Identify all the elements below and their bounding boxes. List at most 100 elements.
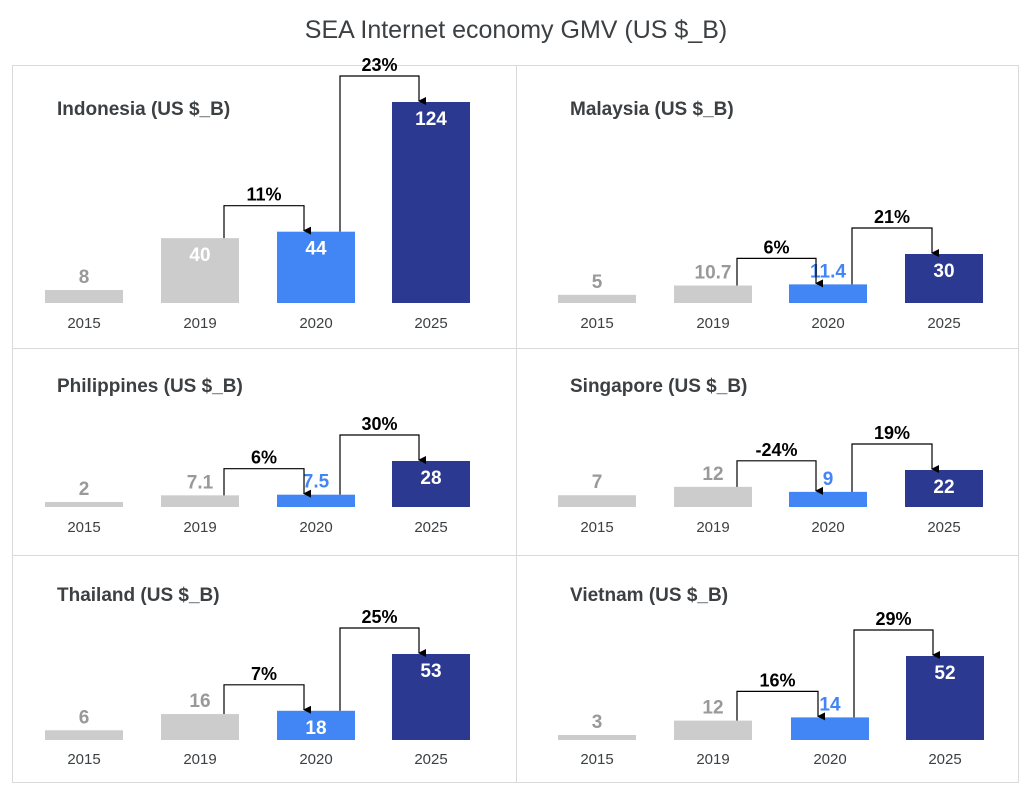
tick-label-2015: 2015 <box>67 519 100 536</box>
chart-panel-singapore: Singapore (US $_B) 7 2015 12 2019 9 2020 22 202… <box>515 348 1018 554</box>
tick-label-2025: 2025 <box>414 519 447 536</box>
bar-chart-indonesia: 8 2015 40 2019 44 2020 124 2025 11% 23% <box>45 55 470 332</box>
data-label-2019: 7.1 <box>187 472 214 493</box>
data-label-2015: 2 <box>79 479 90 500</box>
growth-connector-2 <box>851 227 939 285</box>
growth-label-2: 25% <box>361 607 397 627</box>
chart-title: Indonesia (US $_B) <box>57 99 231 120</box>
growth-connector-2 <box>339 627 426 711</box>
tick-label-2015: 2015 <box>67 315 100 332</box>
bar-2019 <box>161 495 239 507</box>
bar-chart-singapore: 7 2015 12 2019 9 2020 22 2025 -24% 19% <box>558 423 983 536</box>
bar-2025 <box>905 254 983 303</box>
chart-panel-indonesia: Indonesia (US $_B) 8 2015 40 2019 44 2020 124 2… <box>12 55 515 347</box>
growth-connector-1 <box>223 205 311 239</box>
tick-label-2019: 2019 <box>696 519 729 536</box>
tick-label-2019: 2019 <box>183 315 216 332</box>
data-label-2019: 40 <box>189 245 210 266</box>
bar-2015 <box>45 290 123 303</box>
chart-title: Malaysia (US $_B) <box>570 99 734 120</box>
growth-connector-2 <box>851 443 939 492</box>
growth-label-2: 19% <box>874 423 910 443</box>
bar-chart-malaysia: 5 2015 10.7 2019 11.4 2020 30 2025 6% 21% <box>558 207 983 332</box>
data-label-2020: 9 <box>823 469 834 490</box>
charts-grid <box>12 65 1019 783</box>
bar-2015 <box>558 735 636 740</box>
bar-2019 <box>161 714 239 740</box>
tick-label-2025: 2025 <box>414 315 447 332</box>
data-label-2025: 28 <box>420 468 441 489</box>
bar-2019 <box>674 285 752 303</box>
tick-label-2025: 2025 <box>414 751 447 768</box>
bar-2019 <box>674 720 752 740</box>
chart-title: Vietnam (US $_B) <box>570 585 729 606</box>
bar-2025 <box>392 102 470 303</box>
grid-divider-vertical <box>516 66 517 782</box>
growth-connector-1 <box>223 468 311 498</box>
chart-panel-malaysia: Malaysia (US $_B) 5 2015 10.7 2019 11.4 2020 3… <box>515 66 1018 347</box>
grid-divider-horizontal-2 <box>13 555 1018 556</box>
data-label-2019: 12 <box>702 698 723 719</box>
tick-label-2020: 2020 <box>811 315 844 332</box>
data-label-2015: 6 <box>79 707 90 728</box>
growth-label-1: 7% <box>251 664 277 684</box>
data-label-2020: 44 <box>305 239 327 260</box>
data-label-2020: 14 <box>819 694 841 715</box>
growth-connector-1 <box>736 460 823 495</box>
chart-title: Philippines (US $_B) <box>57 376 243 397</box>
tick-label-2025: 2025 <box>927 315 960 332</box>
growth-label-1: 6% <box>763 237 789 257</box>
chart-panel-thailand: Thailand (US $_B) 6 2015 16 2019 18 2020 53 202… <box>12 555 515 783</box>
growth-label-1: 11% <box>246 185 281 205</box>
growth-connector-2 <box>339 434 426 495</box>
data-label-2025: 52 <box>934 663 955 684</box>
chart-panel-philippines: Philippines (US $_B) 2 2015 7.1 2019 7.5 2020… <box>12 348 515 554</box>
growth-label-1: 16% <box>759 670 795 690</box>
grid-divider-horizontal-1 <box>13 348 1018 349</box>
bar-2019 <box>674 486 752 507</box>
tick-label-2020: 2020 <box>811 519 844 536</box>
data-label-2025: 53 <box>420 661 441 682</box>
data-label-2015: 3 <box>592 712 603 733</box>
data-label-2020: 7.5 <box>303 472 330 493</box>
bar-2015 <box>558 495 636 507</box>
data-label-2019: 12 <box>702 464 723 485</box>
tick-label-2019: 2019 <box>696 315 729 332</box>
bar-2015 <box>558 294 636 303</box>
data-label-2020: 11.4 <box>810 261 846 282</box>
tick-label-2020: 2020 <box>299 751 332 768</box>
growth-label-2: 30% <box>361 414 397 434</box>
growth-label-1: -24% <box>755 440 797 460</box>
growth-connector-1 <box>736 690 825 721</box>
data-label-2019: 16 <box>189 691 210 712</box>
growth-connector-1 <box>223 684 311 715</box>
tick-label-2020: 2020 <box>299 519 332 536</box>
data-label-2015: 7 <box>592 472 603 493</box>
bar-chart-thailand: 6 2015 16 2019 18 2020 53 2025 7% 25% <box>45 607 470 768</box>
growth-connector-2 <box>339 75 426 232</box>
growth-label-2: 21% <box>874 207 910 227</box>
growth-connector-2 <box>853 629 940 718</box>
tick-label-2025: 2025 <box>928 751 961 768</box>
tick-label-2019: 2019 <box>183 519 216 536</box>
tick-label-2020: 2020 <box>299 315 332 332</box>
page-title: SEA Internet economy GMV (US $_B) <box>304 16 728 44</box>
growth-connector-1 <box>736 257 823 288</box>
data-label-2025: 30 <box>933 261 954 282</box>
tick-label-2015: 2015 <box>67 751 100 768</box>
tick-label-2015: 2015 <box>580 751 613 768</box>
bar-2025 <box>906 656 984 740</box>
bar-2015 <box>45 502 123 507</box>
data-label-2020: 18 <box>305 718 326 739</box>
data-label-2019: 10.7 <box>695 263 732 284</box>
bar-2020 <box>789 491 867 507</box>
bar-2020 <box>277 710 355 740</box>
chart-title: Thailand (US $_B) <box>57 585 220 606</box>
bar-chart-vietnam: 3 2015 12 2019 14 2020 52 2025 16% 29% <box>558 609 984 768</box>
data-label-2015: 8 <box>79 267 90 288</box>
growth-label-2: 23% <box>361 55 397 75</box>
bar-2025 <box>905 470 983 507</box>
data-label-2025: 124 <box>415 109 447 130</box>
tick-label-2020: 2020 <box>813 751 846 768</box>
bar-2025 <box>392 461 470 507</box>
